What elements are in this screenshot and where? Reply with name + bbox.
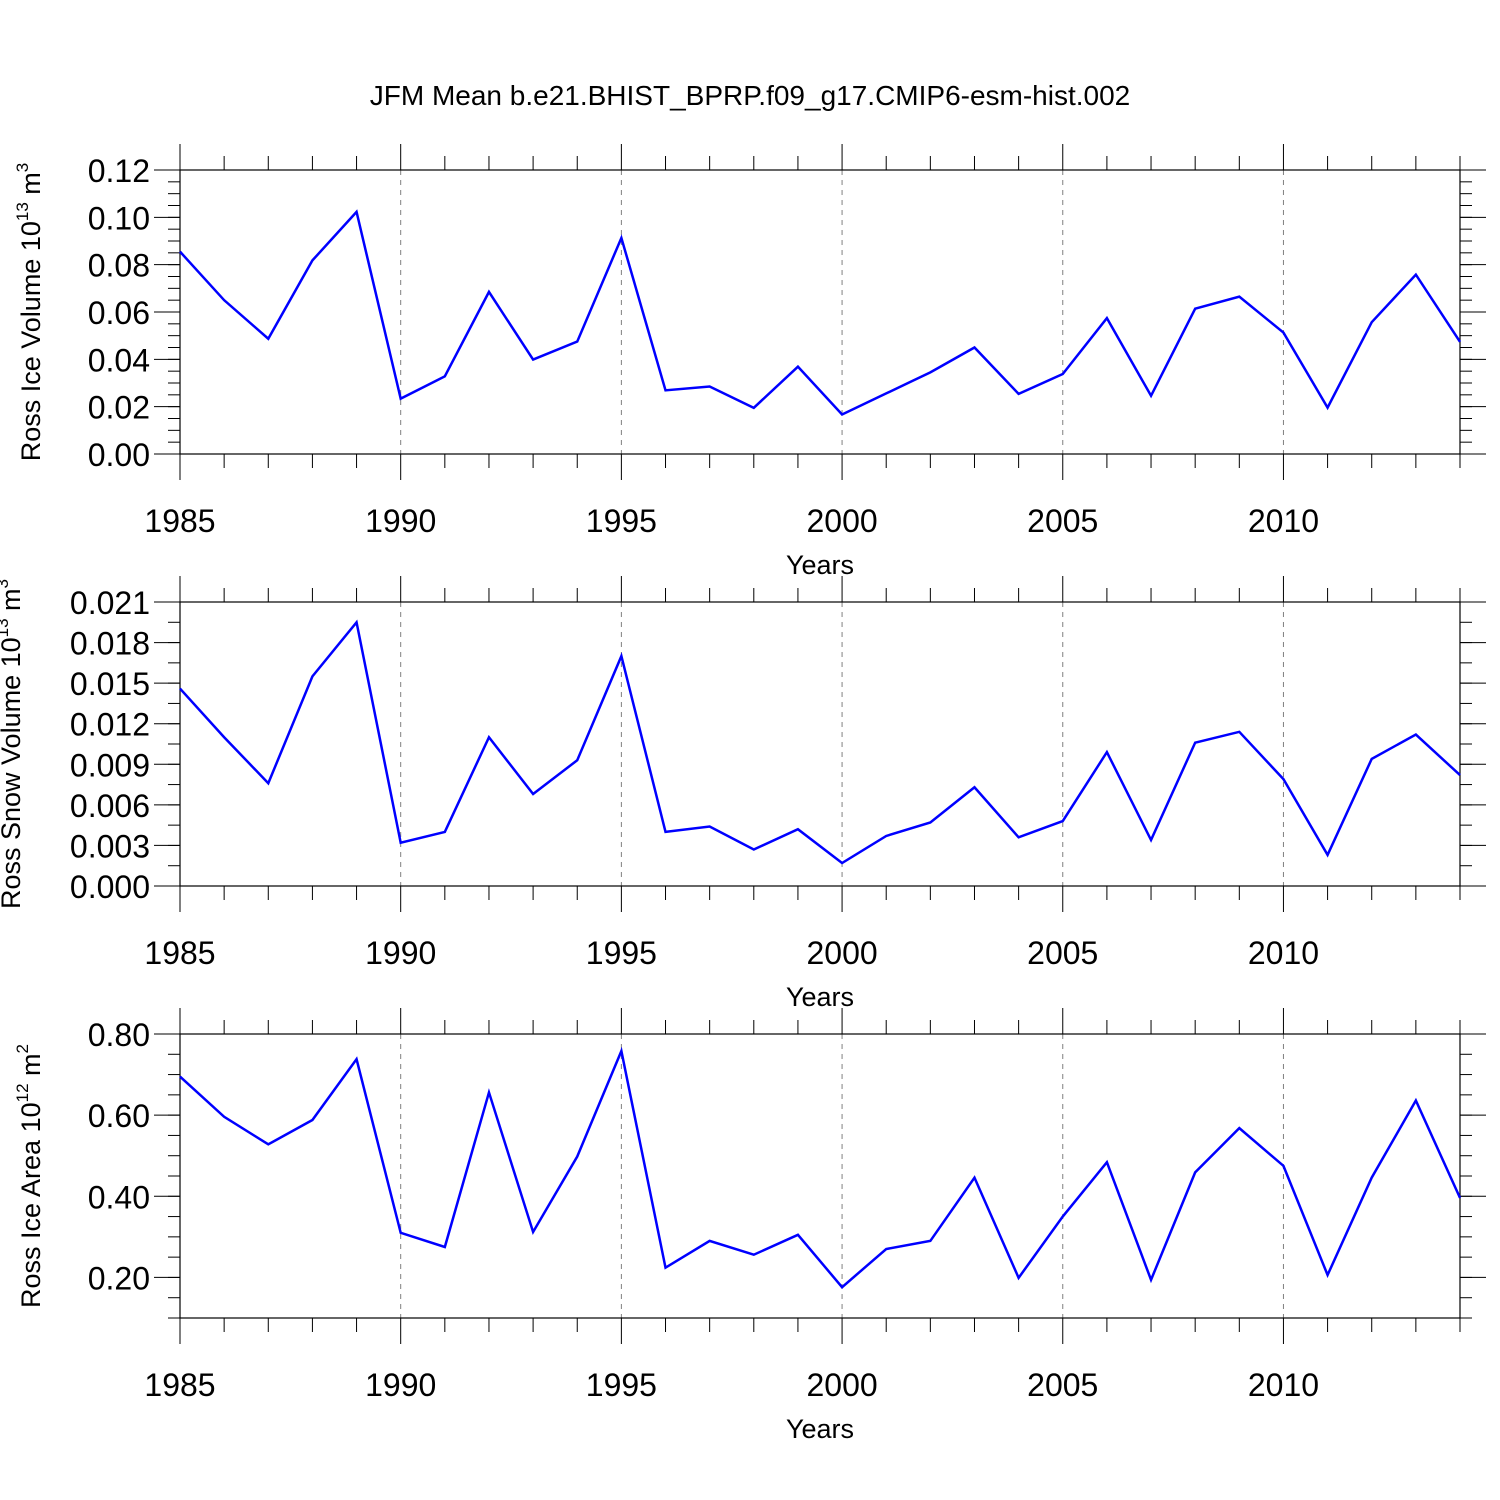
series-line <box>179 1046 1462 1289</box>
x-tick-label: 1990 <box>365 503 436 539</box>
y-axis-title: Ross Ice Volume 1013 m3 <box>13 163 46 462</box>
y-tick-label: 0.12 <box>88 153 150 189</box>
y-axis-title: Ross Snow Volume 1013 m3 <box>0 579 26 909</box>
x-tick-label: 1985 <box>144 935 215 971</box>
y-axis-title: Ross Ice Area 1012 m2 <box>13 1044 46 1308</box>
series-line <box>179 209 1462 417</box>
figure-title: JFM Mean b.e21.BHIST_BPRP.f09_g17.CMIP6-… <box>369 80 1131 111</box>
y-tick-label: 0.006 <box>70 788 150 824</box>
x-tick-label: 2005 <box>1027 935 1098 971</box>
x-tick-label: 1995 <box>586 935 657 971</box>
x-tick-label: 2010 <box>1248 935 1319 971</box>
x-tick-label: 2005 <box>1027 1367 1098 1403</box>
y-tick-label: 0.08 <box>88 248 150 284</box>
y-tick-label: 0.40 <box>88 1179 150 1215</box>
y-tick-label: 0.000 <box>70 869 150 905</box>
y-tick-label: 0.018 <box>70 626 150 662</box>
x-axis-title: Years <box>786 1414 854 1444</box>
x-tick-label: 2000 <box>806 503 877 539</box>
y-tick-label: 0.80 <box>88 1017 150 1053</box>
x-axis-title: Years <box>786 550 854 580</box>
plot-frame <box>179 1033 1461 1319</box>
x-tick-label: 2000 <box>806 935 877 971</box>
y-tick-label: 0.10 <box>88 200 150 236</box>
y-tick-label: 0.60 <box>88 1098 150 1134</box>
x-axis-title: Years <box>786 982 854 1012</box>
y-tick-label: 0.003 <box>70 828 150 864</box>
x-tick-label: 1990 <box>365 1367 436 1403</box>
x-tick-label: 1995 <box>586 1367 657 1403</box>
x-tick-label: 1985 <box>144 1367 215 1403</box>
x-tick-label: 2005 <box>1027 503 1098 539</box>
x-tick-label: 1985 <box>144 503 215 539</box>
x-tick-label: 2010 <box>1248 1367 1319 1403</box>
x-tick-label: 2000 <box>806 1367 877 1403</box>
y-tick-label: 0.04 <box>88 342 150 378</box>
series-line <box>179 619 1461 865</box>
y-tick-label: 0.021 <box>70 585 150 621</box>
plot-frame <box>179 169 1461 455</box>
x-tick-label: 2010 <box>1248 503 1319 539</box>
y-tick-label: 0.20 <box>88 1260 150 1296</box>
y-tick-label: 0.015 <box>70 666 150 702</box>
y-tick-label: 0.02 <box>88 390 150 426</box>
y-tick-label: 0.00 <box>88 437 150 473</box>
plot-frame <box>179 601 1461 887</box>
y-tick-label: 0.009 <box>70 747 150 783</box>
x-tick-label: 1990 <box>365 935 436 971</box>
x-tick-label: 1995 <box>586 503 657 539</box>
y-tick-label: 0.012 <box>70 707 150 743</box>
y-tick-label: 0.06 <box>88 295 150 331</box>
